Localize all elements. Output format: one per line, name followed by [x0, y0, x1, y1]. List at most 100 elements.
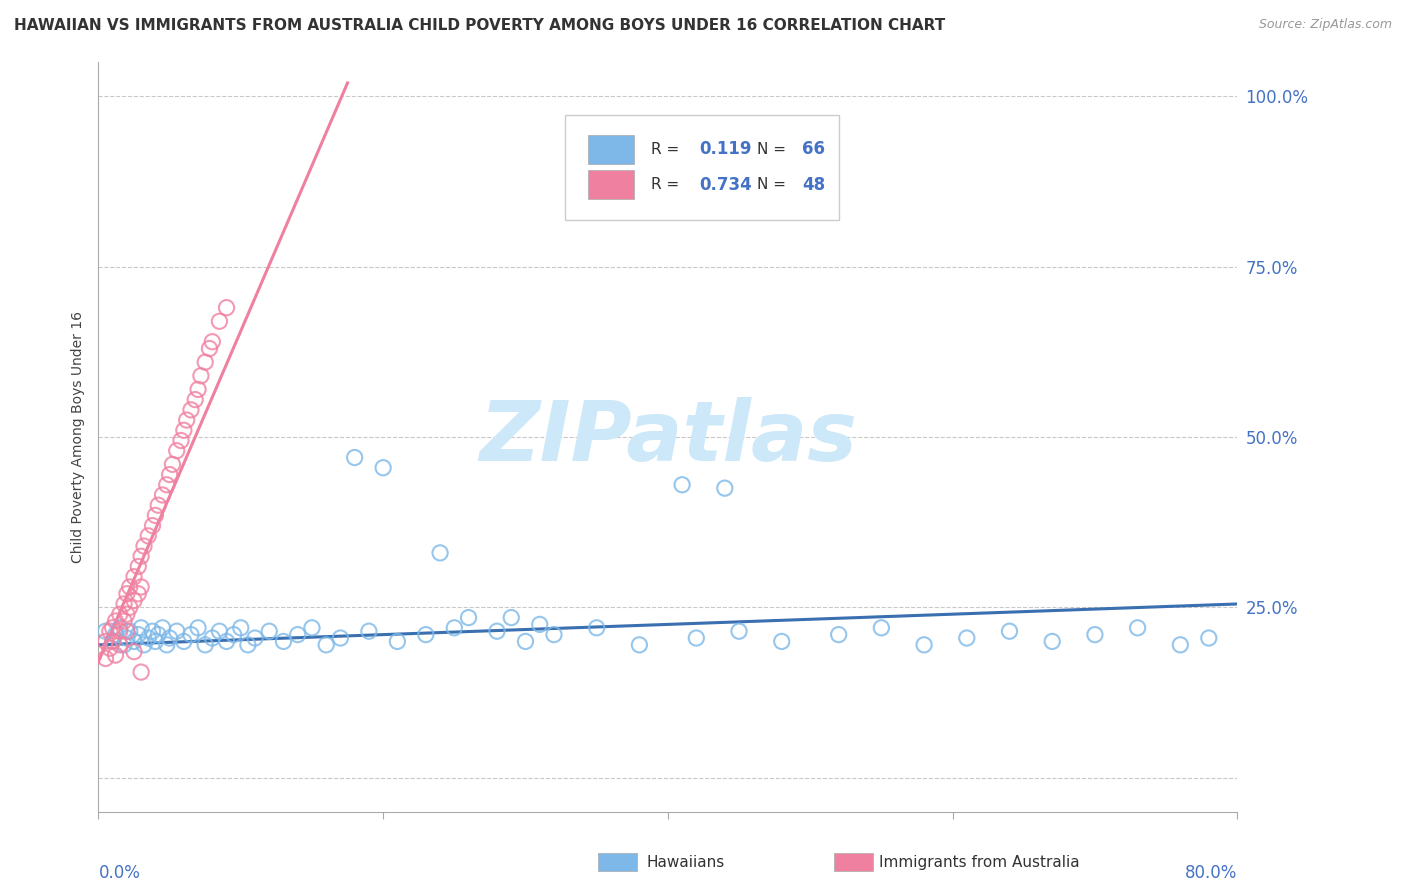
Point: [415, 627, 437, 641]
Text: N =: N =: [756, 142, 790, 157]
Point: [136, 529, 159, 543]
Point: [127, 627, 149, 641]
Point: [373, 460, 395, 475]
Point: [201, 334, 224, 349]
Point: [98, 624, 121, 639]
Point: [159, 631, 181, 645]
Point: [429, 546, 451, 560]
Text: Immigrants from Australia: Immigrants from Australia: [879, 855, 1080, 870]
Point: [156, 638, 179, 652]
Point: [187, 621, 209, 635]
Point: [870, 621, 893, 635]
Point: [118, 600, 141, 615]
Text: N =: N =: [756, 178, 790, 192]
Point: [166, 624, 188, 639]
Point: [112, 638, 135, 652]
Point: [956, 631, 979, 645]
Point: [486, 624, 509, 639]
Text: 66: 66: [803, 140, 825, 159]
Point: [259, 624, 281, 639]
Point: [115, 631, 138, 645]
Point: [129, 665, 152, 679]
Point: [180, 402, 202, 417]
Point: [108, 638, 131, 652]
Point: [387, 634, 409, 648]
Point: [329, 631, 352, 645]
Point: [152, 621, 174, 635]
Point: [1040, 634, 1063, 648]
Point: [129, 580, 152, 594]
Point: [628, 638, 651, 652]
Point: [187, 383, 209, 397]
Point: [132, 638, 155, 652]
Point: [301, 621, 323, 635]
Y-axis label: Child Poverty Among Boys Under 16: Child Poverty Among Boys Under 16: [70, 311, 84, 563]
Point: [229, 621, 252, 635]
Point: [208, 624, 231, 639]
Point: [101, 634, 124, 648]
Point: [243, 631, 266, 645]
Point: [357, 624, 380, 639]
Point: [198, 342, 221, 356]
Point: [201, 631, 224, 645]
Point: [159, 467, 181, 482]
Point: [1084, 627, 1107, 641]
Point: [112, 597, 135, 611]
Point: [714, 481, 737, 495]
Point: [315, 638, 337, 652]
Point: [343, 450, 366, 465]
Point: [122, 645, 145, 659]
Point: [141, 624, 163, 639]
Point: [515, 634, 537, 648]
Text: HAWAIIAN VS IMMIGRANTS FROM AUSTRALIA CHILD POVERTY AMONG BOYS UNDER 16 CORRELAT: HAWAIIAN VS IMMIGRANTS FROM AUSTRALIA CH…: [14, 18, 945, 33]
Point: [104, 627, 127, 641]
FancyBboxPatch shape: [565, 115, 839, 219]
Point: [98, 641, 121, 656]
Point: [136, 631, 159, 645]
Point: [215, 301, 238, 315]
Point: [176, 413, 198, 427]
Point: [529, 617, 551, 632]
Point: [998, 624, 1021, 639]
Point: [132, 539, 155, 553]
Point: [162, 458, 184, 472]
Point: [443, 621, 465, 635]
Point: [94, 624, 117, 639]
Point: [104, 648, 127, 662]
Point: [101, 634, 124, 648]
Point: [118, 624, 141, 639]
Point: [104, 614, 127, 628]
Point: [148, 627, 170, 641]
Point: [118, 580, 141, 594]
Point: [180, 627, 202, 641]
Point: [1198, 631, 1220, 645]
FancyBboxPatch shape: [588, 170, 634, 199]
Point: [1126, 621, 1149, 635]
Point: [122, 593, 145, 607]
Point: [122, 634, 145, 648]
Point: [94, 634, 117, 648]
Point: [108, 624, 131, 639]
Point: [173, 423, 195, 437]
Text: Hawaiians: Hawaiians: [647, 855, 725, 870]
Point: [236, 638, 259, 652]
Text: ZIPatlas: ZIPatlas: [479, 397, 856, 477]
Point: [273, 634, 295, 648]
Text: 0.119: 0.119: [700, 140, 752, 159]
Text: 0.734: 0.734: [700, 176, 752, 194]
Text: R =: R =: [651, 178, 683, 192]
Point: [141, 518, 163, 533]
Point: [457, 610, 479, 624]
FancyBboxPatch shape: [588, 135, 634, 163]
Point: [194, 638, 217, 652]
Point: [108, 607, 131, 622]
Point: [685, 631, 707, 645]
Point: [101, 621, 124, 635]
Point: [127, 587, 149, 601]
Point: [501, 610, 523, 624]
Point: [156, 477, 179, 491]
Point: [770, 634, 793, 648]
Point: [129, 549, 152, 564]
Point: [190, 368, 212, 383]
Point: [222, 627, 245, 641]
